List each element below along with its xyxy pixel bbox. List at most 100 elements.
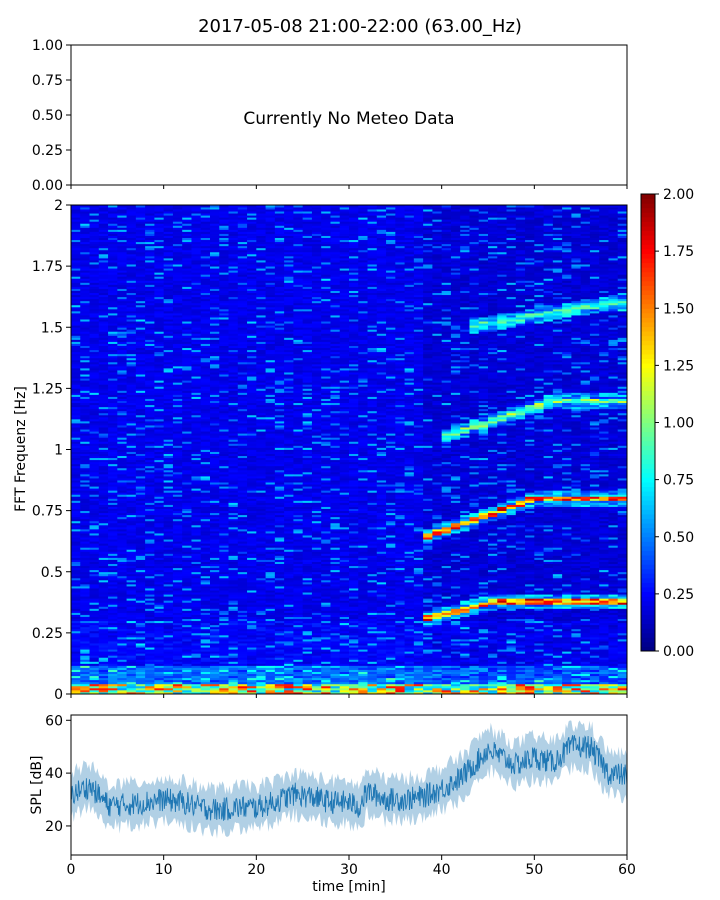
spectrogram-cell <box>200 276 211 279</box>
spectrogram-cell <box>163 298 174 302</box>
spectrogram-cell <box>108 217 118 220</box>
spectrogram-cell <box>228 541 239 544</box>
spectrogram-cell <box>126 586 137 589</box>
spectrogram-cell <box>126 329 137 332</box>
spectrogram-cell <box>117 482 127 485</box>
spectrogram-cell <box>200 473 211 477</box>
spectrogram-cell <box>117 632 127 636</box>
spectrogram-cell <box>237 594 248 597</box>
spectrogram-cell <box>210 225 220 228</box>
spectrogram-cell <box>145 478 155 481</box>
spectrogram-cell <box>80 215 90 218</box>
spectrogram-cell <box>191 671 202 675</box>
spectrogram-cell <box>237 596 248 599</box>
spectrogram-cell <box>126 331 137 334</box>
spectrogram-cell <box>219 329 229 332</box>
spectrogram-cell <box>108 414 118 418</box>
spectrogram-cell <box>71 296 81 300</box>
spectrogram-cell <box>80 266 90 269</box>
spectrogram-cell <box>135 423 146 426</box>
spectrogram-cell <box>237 647 248 650</box>
spectrogram-cell <box>256 679 266 683</box>
spectrogram-cell <box>126 317 137 320</box>
spectrogram-cell <box>200 463 211 467</box>
spectrogram-cell <box>154 620 165 624</box>
spectrogram-cell <box>145 347 155 351</box>
spectrogram-cell <box>191 598 202 601</box>
spectrogram-cell <box>80 276 90 279</box>
spectrogram-cell <box>135 378 146 381</box>
spectrogram-cell <box>219 447 229 450</box>
spectrogram-cell <box>228 588 239 591</box>
spectrogram-cell <box>228 612 239 615</box>
spectrogram-cell <box>89 420 100 424</box>
spectrogram-cell <box>126 423 137 426</box>
spectrogram-cell <box>191 604 202 607</box>
spectrogram-cell <box>117 463 127 467</box>
spectrogram-cell <box>191 685 202 689</box>
spectrogram-cell <box>135 351 146 355</box>
spectrogram-cell <box>126 673 137 677</box>
spectrogram-cell <box>126 274 137 277</box>
spectrogram-cell <box>219 463 229 467</box>
spectrogram-cell <box>126 392 137 395</box>
spectrogram-cell <box>210 492 220 495</box>
spectrogram-cell <box>108 376 118 379</box>
spectrogram-cell <box>80 247 90 251</box>
spectrogram-cell <box>154 308 165 312</box>
spectrogram-cell <box>219 565 229 569</box>
spectrogram-cell <box>71 429 81 432</box>
spectrogram-cell <box>108 372 118 375</box>
spectrogram-cell <box>191 498 202 501</box>
spectrogram-cell <box>71 602 81 605</box>
spectrogram-cell <box>154 459 165 463</box>
spectrogram-cell <box>126 537 137 540</box>
spectrogram-cell <box>237 306 248 310</box>
spectrogram-cell <box>191 447 202 450</box>
spectrogram-cell <box>228 453 239 457</box>
spectrogram-cell <box>219 659 229 662</box>
spectrogram-cell <box>219 445 229 448</box>
spectrogram-cell <box>117 233 127 236</box>
spectrogram-cell <box>154 270 165 273</box>
spectrogram-cell <box>210 392 220 395</box>
spectrogram-cell <box>108 237 118 241</box>
spectrogram-cell <box>191 213 202 216</box>
spectrogram-cell <box>71 463 81 467</box>
spectrogram-cell <box>200 215 211 218</box>
spectrogram-cell <box>182 600 192 603</box>
spectrogram-cell <box>247 260 257 263</box>
spectrogram-cell <box>117 594 127 597</box>
spectrogram-cell <box>219 370 229 373</box>
spectrogram-cell <box>172 235 183 238</box>
spectrogram-cell <box>237 451 248 454</box>
spectrogram-cell <box>237 408 248 412</box>
spectrogram-cell <box>200 504 211 507</box>
spectrogram-cell <box>117 557 127 560</box>
spectrogram-cell <box>172 520 183 524</box>
spectrogram-cell <box>219 622 229 626</box>
spectrogram-cell <box>117 325 127 328</box>
spectrogram-cell <box>247 612 257 615</box>
spectrogram-cell <box>182 508 192 512</box>
spectrogram-cell <box>145 302 155 306</box>
spectrogram-cell <box>89 400 100 404</box>
spectrogram-cell <box>117 677 127 681</box>
spectrogram-cell <box>71 347 81 351</box>
spectrogram-cell <box>98 551 109 554</box>
spectrogram-cell <box>108 549 118 552</box>
spectrogram-cell <box>135 209 146 212</box>
spectrogram-cell <box>210 630 220 634</box>
spectrogram-cell <box>145 522 155 526</box>
spectrogram-cell <box>126 524 137 528</box>
spectrogram-cell <box>172 461 183 465</box>
spectrogram-cell <box>182 449 192 452</box>
spectrogram-cell <box>135 306 146 310</box>
spectrogram-cell <box>80 537 90 540</box>
spectrogram-cell <box>145 237 155 241</box>
spectrogram-cell <box>108 288 118 291</box>
spectrogram-cell <box>237 353 248 357</box>
spectrogram-cell <box>210 231 220 234</box>
spectrogram-cell <box>182 486 192 489</box>
spectrogram-cell <box>200 253 211 257</box>
